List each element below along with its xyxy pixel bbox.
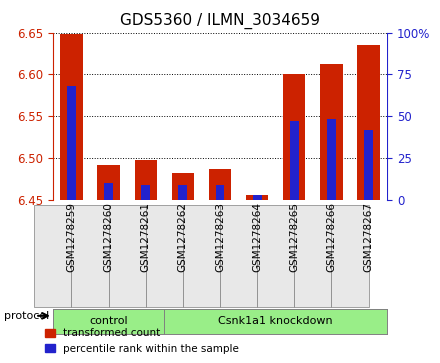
Bar (216, 185, 224, 200)
Bar (357, 45, 380, 200)
Bar (172, 173, 194, 200)
Bar (364, 130, 373, 200)
Title: GDS5360 / ILMN_3034659: GDS5360 / ILMN_3034659 (120, 12, 320, 29)
Bar (97, 164, 120, 200)
Bar (178, 185, 187, 200)
Bar (104, 183, 113, 200)
Bar (327, 119, 336, 200)
Text: protocol: protocol (4, 311, 50, 321)
Bar (253, 195, 262, 200)
Text: Csnk1a1 knockdown: Csnk1a1 knockdown (218, 316, 333, 326)
Bar (135, 160, 157, 200)
Bar (60, 34, 83, 200)
Bar (290, 121, 299, 200)
Bar (320, 64, 343, 200)
Legend: transformed count, percentile rank within the sample: transformed count, percentile rank withi… (40, 324, 243, 358)
Bar (141, 185, 150, 200)
Bar (209, 169, 231, 200)
Bar (246, 195, 268, 200)
Text: control: control (89, 316, 128, 326)
Bar (67, 86, 76, 200)
Bar (283, 74, 305, 200)
